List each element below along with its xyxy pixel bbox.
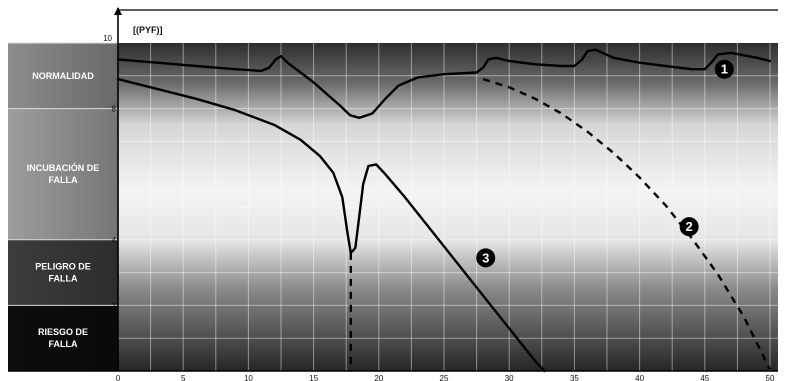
x-tick-label: 5 [181, 374, 186, 381]
x-tick-label: 50 [766, 374, 775, 381]
y-tick-label: 2 [112, 301, 117, 310]
series-marker-label-0: 1 [721, 62, 728, 77]
y-tick-label: 8 [112, 105, 117, 114]
series-marker-2 [476, 248, 496, 268]
band-label-1-0: INCUBACIÓN DE [27, 162, 100, 173]
series-line-1 [482, 77, 772, 370]
x-tick-label: 35 [570, 374, 579, 381]
band-shade-2 [8, 239, 118, 306]
x-tick-label: 20 [374, 374, 383, 381]
band-label-2-1: FALLA [49, 274, 78, 284]
series-marker-0 [714, 59, 734, 79]
band-shade-0 [8, 43, 118, 109]
band-label-3-1: FALLA [49, 339, 78, 349]
band-label-0-0: NORMALIDAD [32, 71, 94, 81]
y-tick-label: 10 [103, 34, 112, 43]
band-shade-3 [8, 305, 118, 371]
x-tick-label: 0 [116, 374, 121, 381]
x-tick-label: 45 [700, 374, 709, 381]
series-line-2 [116, 77, 546, 373]
series-line-0 [116, 48, 772, 119]
x-tick-label: 10 [244, 374, 253, 381]
series-marker-label-1: 2 [686, 219, 693, 234]
x-tick-label: 15 [309, 374, 318, 381]
y-axis-arrow [114, 7, 122, 15]
x-tick-label: 25 [440, 374, 449, 381]
band-label-1-1: FALLA [49, 175, 78, 185]
series-marker-label-2: 3 [482, 250, 489, 265]
series-marker-1 [679, 217, 699, 237]
x-tick-label: 30 [505, 374, 514, 381]
y-axis-title: [(PYF)] [133, 25, 163, 35]
y-tick-label: 4 [112, 236, 117, 245]
x-tick-label: 40 [635, 374, 644, 381]
band-shade-1 [8, 108, 118, 240]
band-label-2-0: PELIGRO DE [35, 262, 91, 272]
band-label-3-0: RIESGO DE [38, 327, 88, 337]
